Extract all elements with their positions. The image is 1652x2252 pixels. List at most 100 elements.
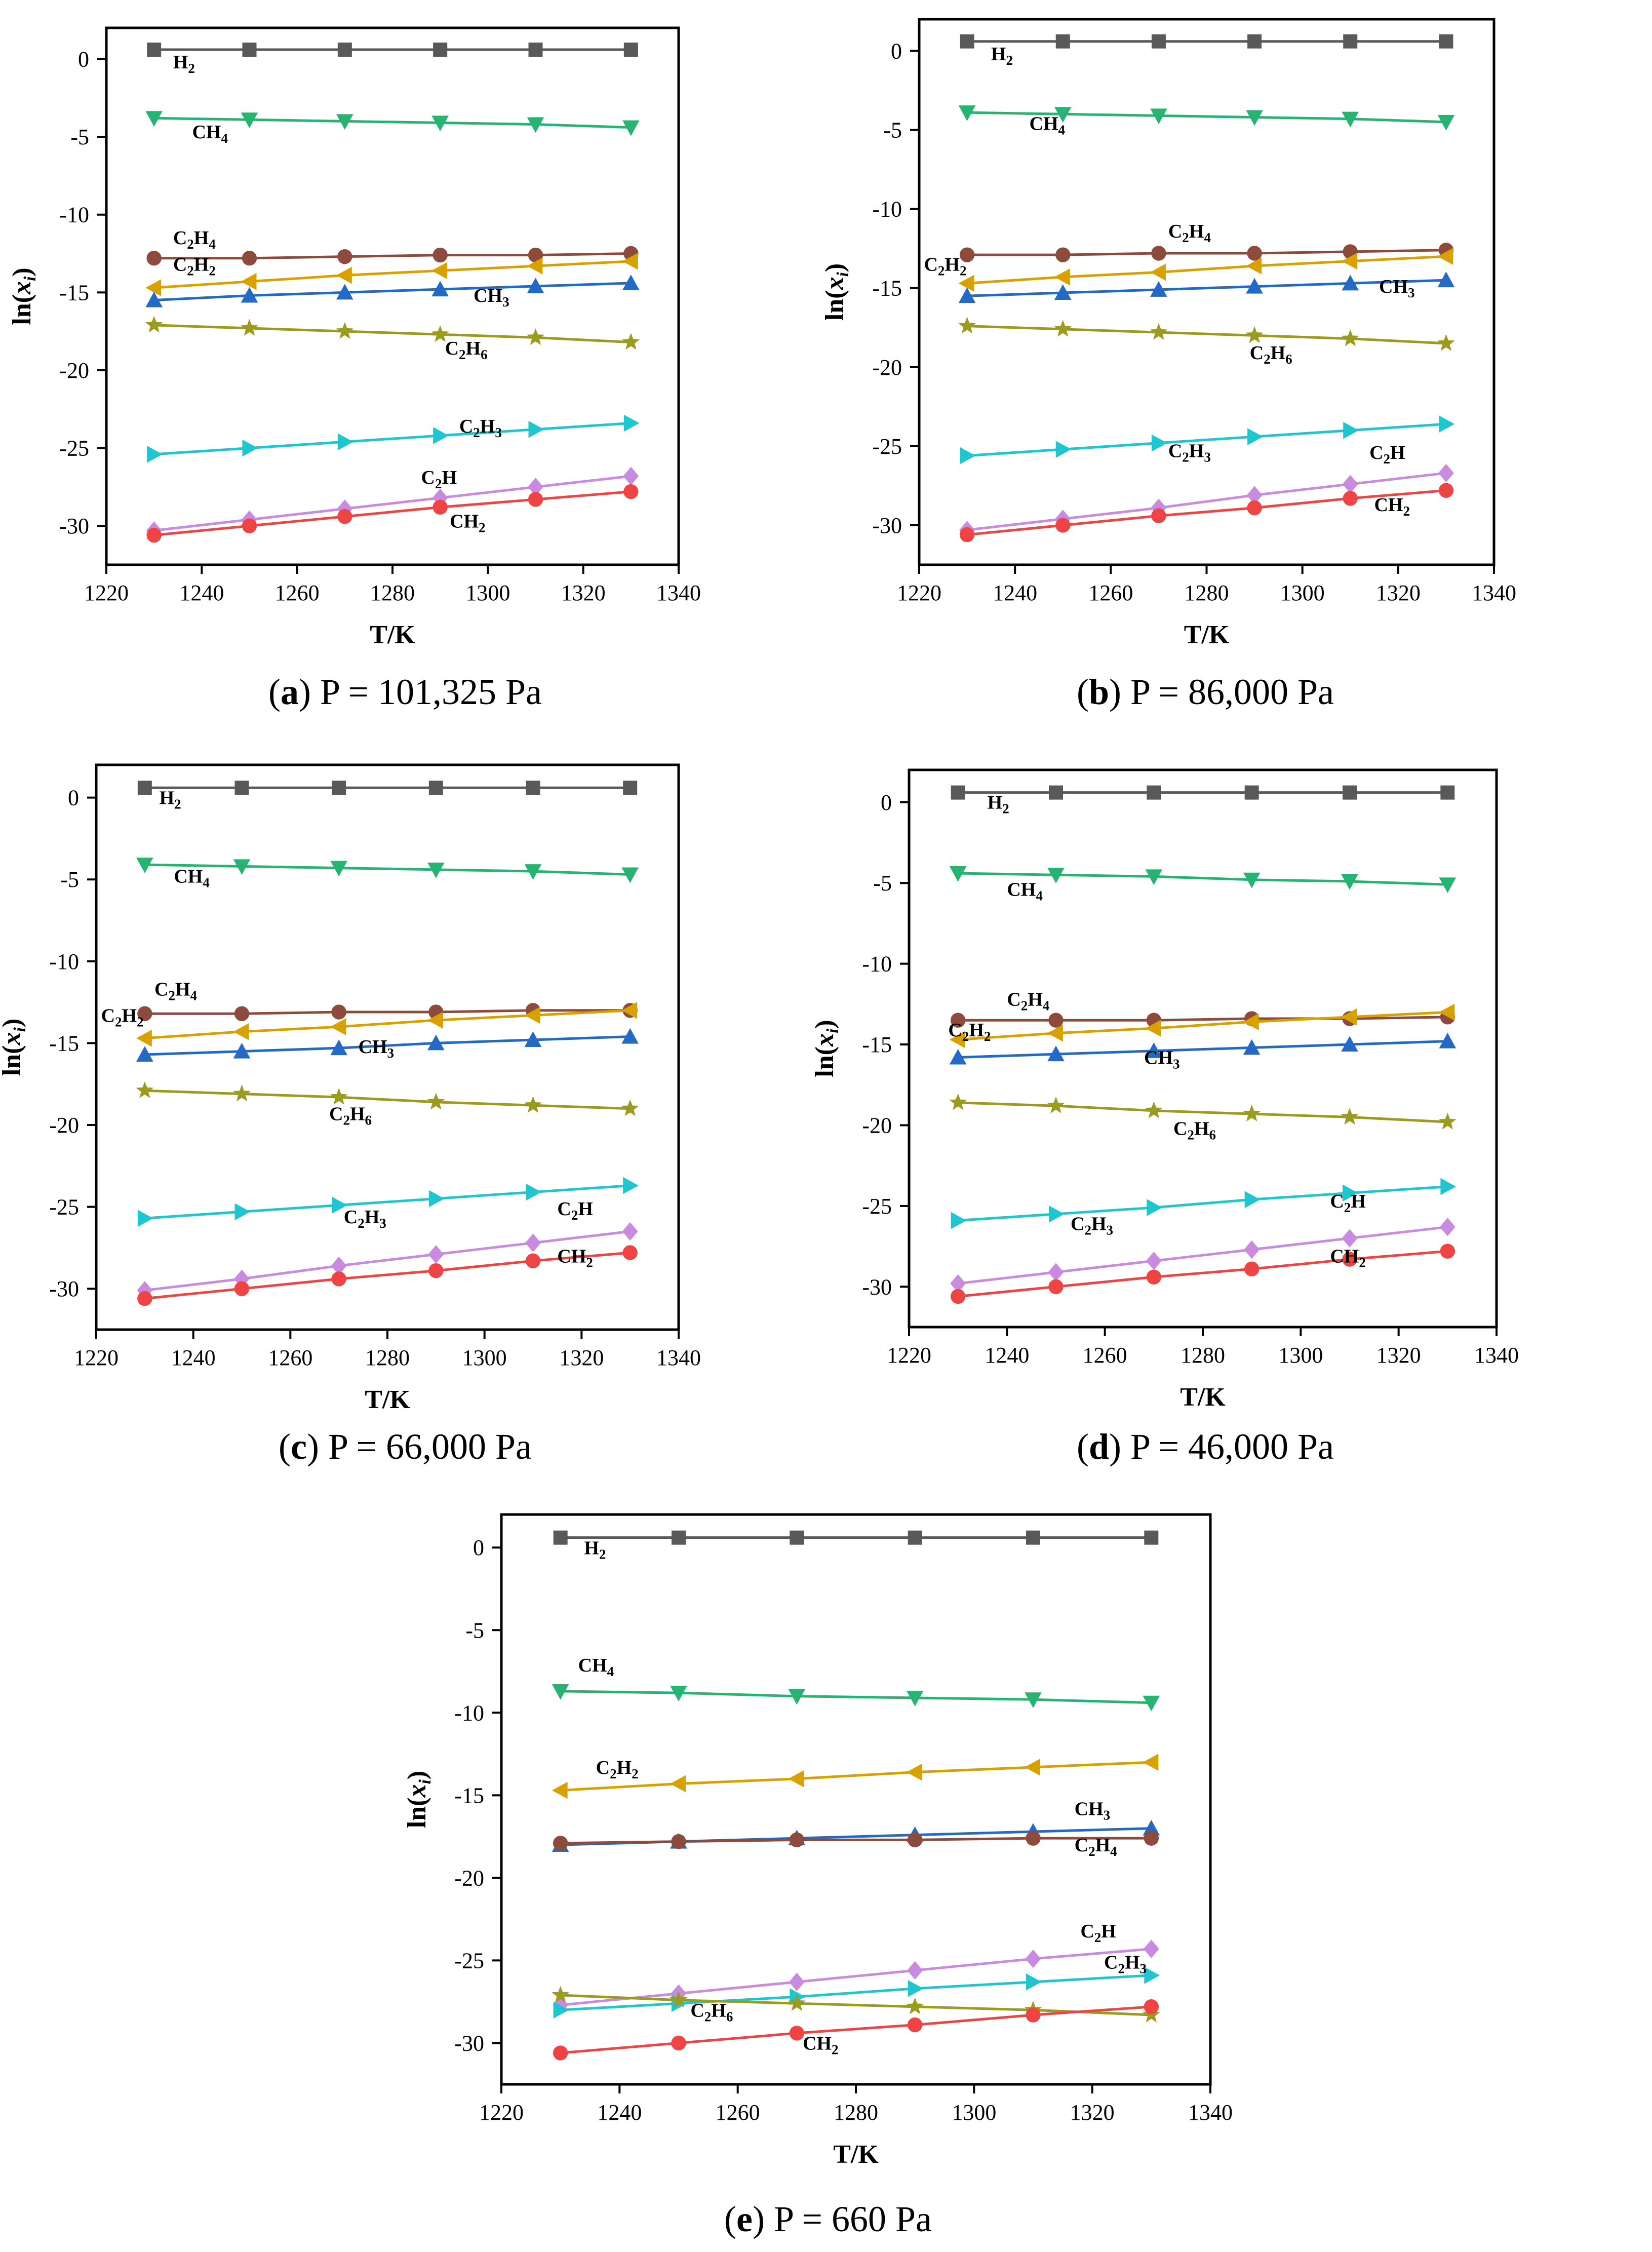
data-point	[234, 1269, 250, 1289]
y-tick-label: -15	[59, 280, 89, 305]
y-tick-label: -15	[872, 276, 902, 301]
data-point	[1343, 785, 1357, 800]
data-point	[1247, 428, 1263, 445]
data-point	[1439, 1112, 1457, 1130]
data-point	[622, 253, 638, 270]
data-point	[1143, 1695, 1160, 1712]
data-point	[1026, 1530, 1040, 1545]
data-point	[1246, 278, 1263, 294]
data-point	[331, 1256, 347, 1275]
series-label: CH3	[359, 1036, 395, 1061]
y-tick-label: -5	[465, 1618, 484, 1643]
y-axis-label: ln(xi)	[403, 1771, 435, 1828]
data-point	[137, 1210, 153, 1227]
series-C2H4	[146, 246, 639, 266]
data-point	[137, 781, 152, 795]
series-line	[958, 1011, 1448, 1041]
data-point	[1026, 1831, 1041, 1846]
data-point	[622, 1245, 638, 1260]
series-line	[958, 1101, 1448, 1123]
y-tick-label: -10	[59, 203, 89, 227]
data-point	[1145, 1020, 1161, 1037]
data-point	[1143, 1819, 1160, 1836]
data-point	[553, 2045, 568, 2061]
series-H2	[553, 1530, 1159, 1545]
data-point	[1026, 1973, 1042, 1991]
data-point	[241, 287, 258, 303]
data-point	[147, 446, 163, 463]
data-point	[427, 1012, 443, 1029]
data-point	[1048, 1263, 1064, 1282]
data-point	[790, 1530, 804, 1545]
x-tick-label: 1220	[479, 2100, 524, 2125]
data-point	[906, 1997, 924, 2014]
data-point	[241, 273, 257, 290]
data-point	[524, 1031, 542, 1047]
x-axis-label: T/K	[833, 2140, 879, 2169]
series-label: H2	[160, 788, 181, 812]
x-tick-label: 1240	[597, 2100, 642, 2125]
y-tick-label: -10	[454, 1700, 484, 1725]
data-point	[623, 467, 639, 486]
data-point	[428, 781, 443, 795]
y-tick-label: -20	[49, 1113, 79, 1138]
data-point	[1143, 1939, 1159, 1958]
x-tick-label: 1280	[1181, 1343, 1225, 1368]
data-point	[145, 279, 162, 296]
series-line	[967, 249, 1446, 256]
series-label: CH4	[174, 866, 210, 890]
data-point	[527, 257, 543, 275]
series-label: C2H	[557, 1198, 593, 1223]
data-point	[1246, 110, 1263, 126]
series-C2H2	[949, 1003, 1455, 1049]
data-point	[527, 117, 544, 133]
x-tick-label: 1220	[887, 1343, 931, 1368]
series-line	[153, 490, 632, 537]
panel-e: 1220 1240 1260 1280 1300 1320 1340 0 -5 -10 -15 -20…	[403, 1513, 1233, 2239]
series-line	[967, 422, 1446, 457]
data-point	[137, 1006, 152, 1021]
series-line	[967, 111, 1446, 124]
data-point	[1437, 271, 1455, 288]
series-line	[958, 872, 1448, 886]
data-point	[670, 1775, 686, 1793]
series-line	[958, 1225, 1448, 1285]
series-H2	[147, 43, 638, 57]
series-label: CH3	[474, 285, 509, 309]
y-tick-label: -30	[872, 513, 902, 538]
series-label: C2H4	[1168, 221, 1211, 245]
series-line	[154, 117, 631, 129]
data-point	[1048, 1013, 1064, 1028]
data-point	[672, 1530, 686, 1545]
panel-a: 1220 1240 1260 1280 1300 1320 1340 0 -5 -10 -15 -20…	[8, 26, 701, 712]
y-tick-label: -20	[862, 1113, 892, 1138]
x-axis-label: T/K	[365, 1385, 410, 1414]
data-point	[958, 287, 976, 303]
data-point	[1144, 1530, 1159, 1545]
data-point	[1341, 1008, 1357, 1026]
data-point	[528, 420, 544, 438]
data-point	[1440, 1178, 1457, 1195]
data-point	[949, 866, 967, 882]
x-axis-label: T/K	[1184, 620, 1230, 649]
data-point	[528, 478, 543, 496]
data-point	[1343, 1184, 1358, 1202]
series-label: C2H4	[154, 979, 197, 1003]
data-point	[1025, 1949, 1041, 1968]
data-point	[1145, 1042, 1163, 1058]
data-point	[233, 859, 251, 875]
series-label: C2H	[1369, 442, 1405, 467]
series-label: C2H4	[173, 227, 216, 252]
y-tick-label: -25	[59, 436, 89, 461]
series-label: C2H4	[1007, 989, 1049, 1014]
data-point	[949, 1093, 967, 1110]
data-point	[1243, 1013, 1259, 1031]
series-C2H4	[553, 1831, 1159, 1851]
series-label: CH2	[1374, 494, 1410, 519]
data-point	[623, 414, 640, 432]
data-point	[958, 105, 976, 121]
data-point	[788, 1994, 806, 2011]
x-tick-label: 1260	[716, 2100, 760, 2125]
series-CH2	[137, 1245, 638, 1306]
x-tick-label: 1240	[171, 1345, 216, 1370]
